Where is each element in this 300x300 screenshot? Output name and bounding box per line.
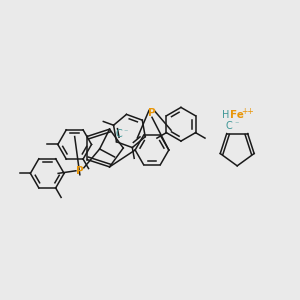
Text: P: P — [148, 108, 156, 118]
Text: C: C — [116, 129, 123, 139]
Text: ++: ++ — [241, 107, 254, 116]
Text: H: H — [222, 110, 229, 120]
Text: C: C — [226, 121, 232, 131]
Text: ⁻: ⁻ — [123, 128, 127, 137]
Text: Fe: Fe — [230, 110, 244, 120]
Text: P: P — [76, 166, 84, 176]
Text: ⁻: ⁻ — [234, 120, 238, 129]
